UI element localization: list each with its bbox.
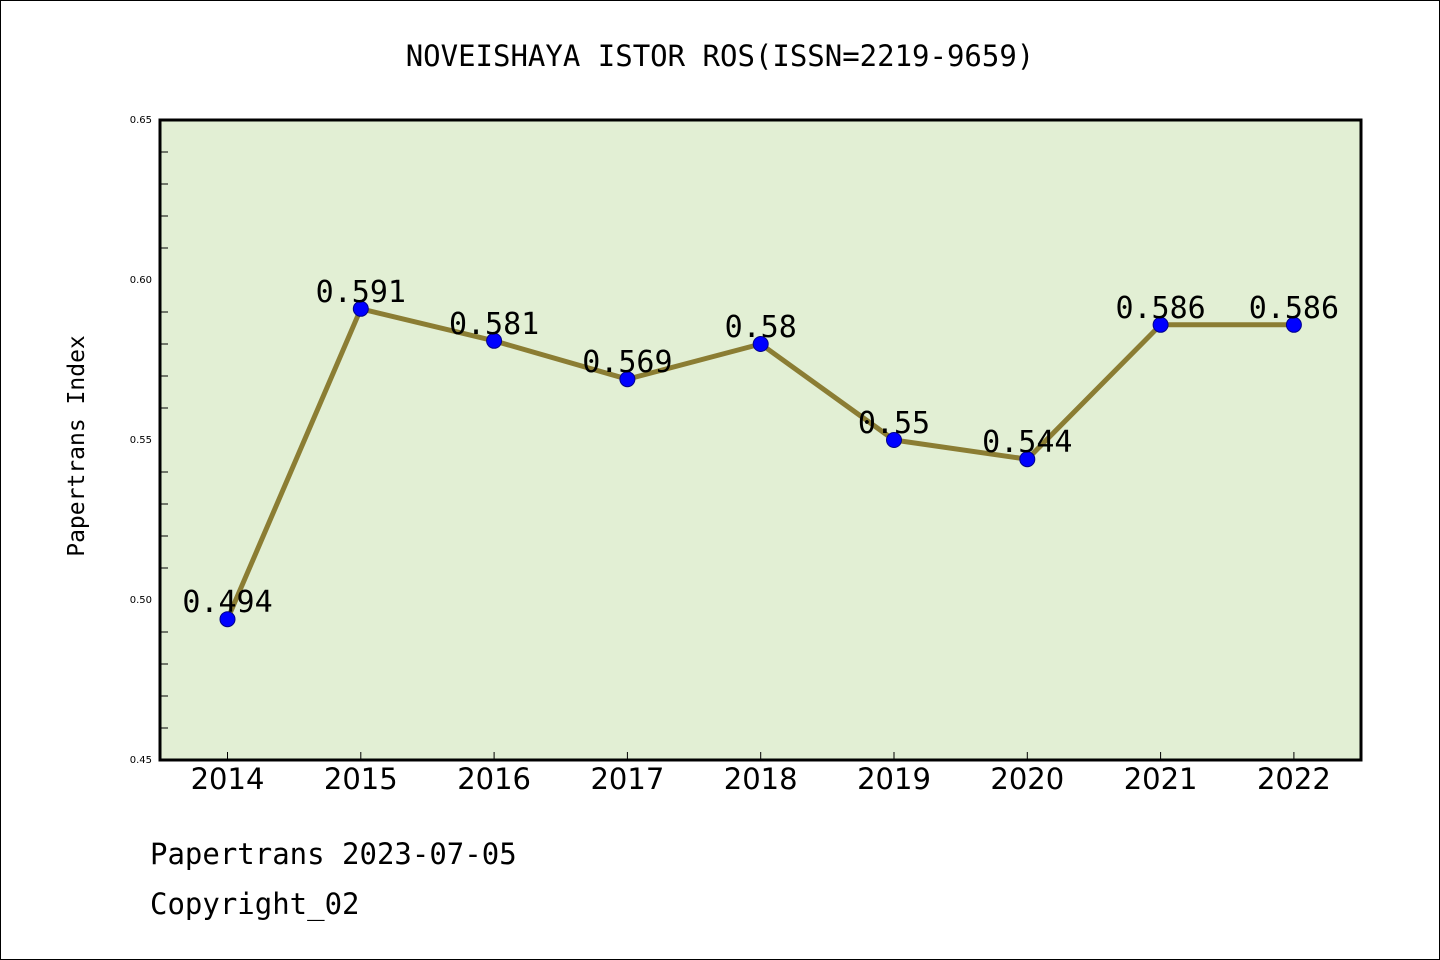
data-point bbox=[352, 300, 369, 317]
x-tick-label: 2018 bbox=[724, 762, 798, 796]
data-point bbox=[619, 371, 636, 388]
x-tick-label: 2014 bbox=[191, 762, 265, 796]
y-tick-label: 0.45 bbox=[130, 755, 152, 766]
y-tick-labels: 0.45 0.50 0.55 0.60 0.65 bbox=[130, 115, 152, 766]
x-tick-label: 2020 bbox=[990, 762, 1064, 796]
markers-group bbox=[219, 300, 1302, 628]
data-label: 0.494 bbox=[182, 585, 272, 620]
footer-date: Papertrans 2023-07-05 bbox=[150, 837, 517, 871]
data-label: 0.581 bbox=[449, 307, 539, 342]
plot-area bbox=[158, 118, 1363, 762]
data-label: 0.55 bbox=[858, 406, 930, 441]
chart-title: NOVEISHAYA ISTOR ROS(ISSN=2219-9659) bbox=[406, 39, 1035, 73]
x-tick-label: 2022 bbox=[1257, 762, 1331, 796]
x-tick-label: 2019 bbox=[857, 762, 931, 796]
x-tick-labels: 2014 2015 2016 2017 2018 2019 2020 2021 2022 bbox=[191, 762, 1331, 796]
data-point bbox=[1152, 316, 1169, 333]
data-point bbox=[886, 432, 902, 448]
y-tick-label: 0.60 bbox=[130, 275, 152, 286]
y-tick-label: 0.50 bbox=[130, 595, 152, 606]
data-point bbox=[219, 611, 236, 628]
data-label: 0.586 bbox=[1249, 291, 1339, 326]
data-label: 0.569 bbox=[582, 345, 672, 380]
x-tick-label: 2016 bbox=[457, 762, 531, 796]
y-tick-label: 0.55 bbox=[130, 435, 152, 446]
data-label: 0.544 bbox=[982, 425, 1072, 460]
y-tick-label: 0.65 bbox=[130, 115, 152, 126]
y-axis-label: Papertrans Index bbox=[64, 335, 90, 557]
data-label: 0.591 bbox=[316, 275, 406, 310]
data-label: 0.58 bbox=[725, 310, 797, 345]
data-point bbox=[486, 332, 503, 349]
data-point bbox=[1285, 316, 1302, 333]
x-tick-label: 2021 bbox=[1124, 762, 1198, 796]
x-tick-label: 2017 bbox=[590, 762, 664, 796]
data-point bbox=[1019, 451, 1036, 468]
footer-copyright: Copyright_02 bbox=[150, 887, 360, 922]
data-label: 0.586 bbox=[1115, 291, 1205, 326]
x-tick-label: 2015 bbox=[324, 762, 398, 796]
data-point bbox=[752, 336, 769, 352]
data-labels-group: 0.494 0.591 0.581 0.569 0.58 0.55 0.544 0.586 0.… bbox=[182, 275, 1339, 620]
axis-ticks bbox=[160, 151, 1295, 760]
